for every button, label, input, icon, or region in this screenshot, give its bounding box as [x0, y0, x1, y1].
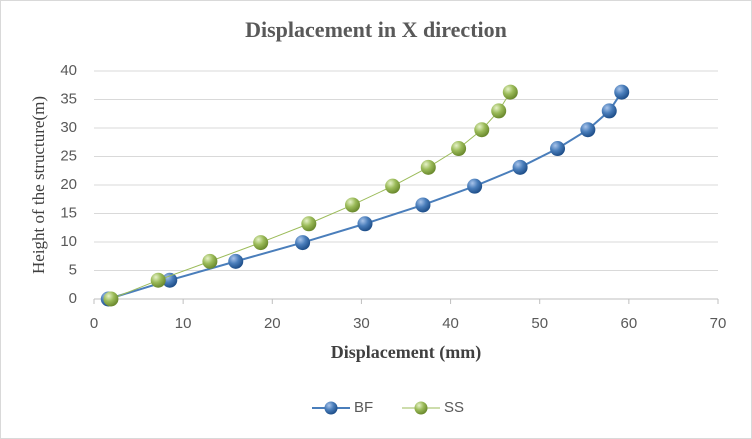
data-point: [202, 253, 218, 269]
y-tick-label: 40: [60, 62, 77, 79]
x-tick-label: 50: [531, 315, 548, 332]
x-tick-label: 20: [264, 315, 281, 332]
x-tick-label: 0: [90, 315, 98, 332]
chart-title: Displacement in X direction: [245, 17, 507, 42]
x-axis-label: Displacement (mm): [331, 342, 481, 363]
data-point: [103, 291, 119, 307]
data-point: [467, 178, 483, 194]
legend-marker: [414, 401, 428, 415]
y-tick-label: 10: [60, 233, 77, 250]
data-point: [451, 141, 467, 157]
data-point: [474, 122, 490, 138]
x-tick-label: 10: [175, 315, 192, 332]
data-point: [253, 235, 269, 251]
x-tick-label: 70: [710, 315, 727, 332]
y-axis-label: Height of the structure(m): [29, 96, 48, 274]
x-tick-label: 30: [353, 315, 370, 332]
legend-label: SS: [444, 399, 464, 416]
data-point: [502, 84, 518, 100]
y-tick-label: 20: [60, 176, 77, 193]
legend-marker: [324, 401, 338, 415]
y-tick-label: 25: [60, 147, 77, 164]
data-point: [228, 253, 244, 269]
x-tick-label: 40: [442, 315, 459, 332]
data-point: [580, 122, 596, 138]
data-point: [385, 178, 401, 194]
legend-label: BF: [354, 399, 373, 416]
data-point: [512, 159, 528, 175]
data-point: [162, 272, 178, 288]
data-point: [345, 197, 361, 213]
data-point: [357, 216, 373, 232]
data-point: [601, 103, 617, 119]
data-point: [491, 103, 507, 119]
data-point: [550, 141, 566, 157]
x-tick-label: 60: [621, 315, 638, 332]
data-point: [295, 235, 311, 251]
y-tick-label: 5: [69, 261, 77, 278]
y-tick-label: 0: [69, 290, 77, 307]
y-tick-label: 15: [60, 204, 77, 221]
data-point: [420, 159, 436, 175]
y-tick-label: 35: [60, 90, 77, 107]
data-point: [415, 197, 431, 213]
data-point: [614, 84, 630, 100]
data-point: [301, 216, 317, 232]
y-tick-label: 30: [60, 119, 77, 136]
data-point: [150, 272, 166, 288]
